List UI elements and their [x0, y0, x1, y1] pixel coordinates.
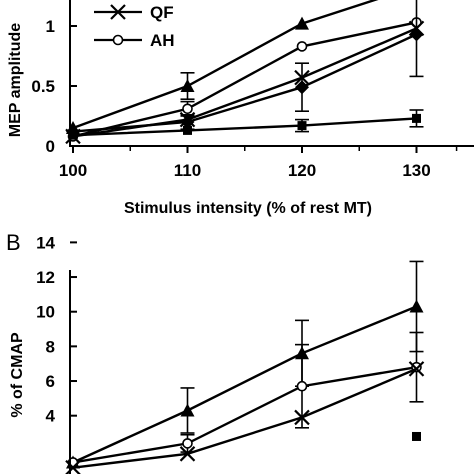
- panel-a-series-square-point: [183, 125, 192, 135]
- panel-a-series-square-point: [68, 130, 78, 140]
- panel-a-axes: [69, 0, 474, 147]
- panel-a-y-tick-label: 1: [46, 17, 55, 36]
- panel-b-chart: 4 6 8 10 12 14 % of CMAP: [9, 233, 425, 474]
- panel-a-series-triangle-line: [72, 0, 379, 130]
- panel-a-series-circle-point: [296, 41, 308, 52]
- panel-a-series-diamond-point: [409, 27, 424, 42]
- panel-a-series-diamond-point: [295, 80, 309, 95]
- panel-a-series-square-point: [412, 113, 421, 123]
- panel-b-series-triangle-point: [409, 299, 424, 313]
- panel-b-y-tick-label: 4: [46, 407, 56, 426]
- legend-marker-ah: [112, 34, 124, 46]
- panel-a-series-diamond-point: [180, 115, 195, 129]
- panel-a-ticks: 0 0.5 1 100 110 120 130: [31, 17, 458, 180]
- panel-a-x-tick-label: 100: [59, 161, 87, 180]
- panel-a-series-triangle-point: [295, 16, 309, 30]
- panel-a-chart: 0 0.5 1 100 110 120 130 QF AH MEP amplitude Sti…: [7, 0, 474, 217]
- panel-b-series-cross-point: [179, 446, 196, 462]
- panel-a-y-axis-title: MEP amplitude: [7, 23, 24, 137]
- panel-b-series-square-point: [412, 431, 421, 441]
- panel-a-legend: QF AH: [94, 3, 175, 50]
- panel-b-series-cross-point: [65, 459, 81, 474]
- panel-a-series-diamond-line: [72, 33, 418, 133]
- legend-marker-qf: [110, 4, 126, 20]
- panel-b-ticks: 4 6 8 10 12 14: [36, 233, 77, 426]
- panel-a-series-circle-point: [182, 103, 193, 115]
- panel-a-x-tick-label: 120: [288, 161, 316, 180]
- panel-a-series-square-line: [72, 117, 417, 137]
- panel-a-x-axis-title: Stimulus intensity (% of rest MT): [124, 200, 372, 217]
- panel-a-series-triangle-point: [180, 79, 195, 92]
- panel-b-series-triangle-line: [72, 305, 417, 464]
- panel-b-y-axis-title: % of CMAP: [9, 332, 26, 418]
- panel-b-series-circle-line: [72, 365, 417, 464]
- panel-a-series-square-point: [297, 121, 307, 131]
- panel-b-series-triangle-point: [180, 403, 195, 417]
- panel-a-legend-box: [82, 0, 222, 56]
- panel-b-series-group: [65, 260, 425, 474]
- panel-a-y-tick-label: 0.5: [31, 77, 55, 96]
- legend-label-ah: AH: [150, 31, 175, 50]
- panel-b-y-tick-label: 6: [46, 372, 55, 391]
- panel-b-series-circle-point: [296, 380, 308, 392]
- panel-b-series-cross-line: [72, 367, 417, 469]
- panel-b-series-circle-point: [182, 438, 193, 449]
- panel-a-series-group: [65, 0, 425, 145]
- panel-a-y-tick-label: 0: [46, 137, 55, 156]
- panel-b-letter: B: [6, 230, 21, 255]
- panel-b-y-tick-label: 10: [36, 303, 55, 322]
- panel-b-y-tick-label: 12: [36, 268, 55, 287]
- panel-b-y-tick-label: 8: [46, 337, 55, 356]
- panel-b-series-cross-point: [408, 361, 425, 377]
- panel-b-y-tick-label: 14: [36, 233, 55, 252]
- panel-a-x-tick-label: 110: [174, 161, 201, 180]
- panel-a-series-circle-line: [72, 21, 417, 138]
- panel-b-series-cross-point: [294, 409, 310, 426]
- legend-label-qf: QF: [150, 3, 174, 22]
- panel-a-x-tick-label: 130: [402, 161, 430, 180]
